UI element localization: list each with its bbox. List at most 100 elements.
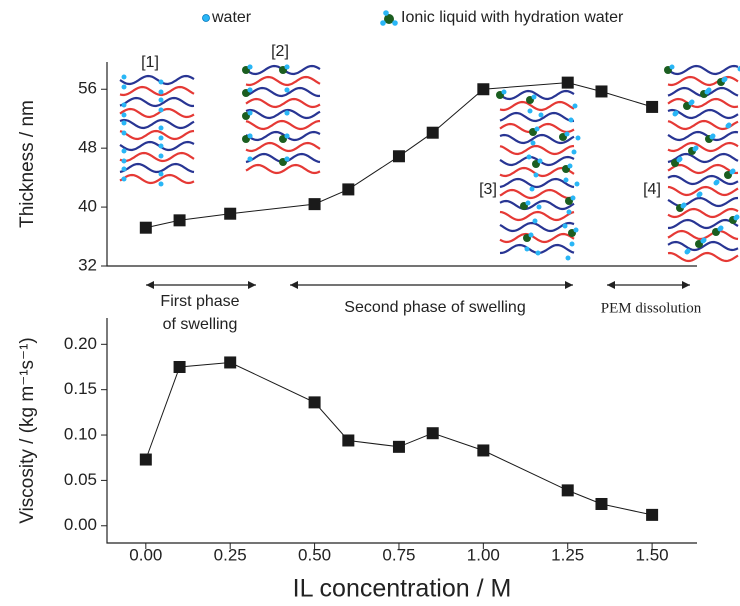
decor-water: [696, 192, 702, 198]
marker: [646, 508, 659, 521]
decor-water: [717, 226, 723, 232]
y-tick-label: 48: [78, 138, 97, 157]
decor-chain: [245, 130, 321, 142]
decor-chain: [499, 199, 575, 211]
decor-chain: [245, 108, 321, 120]
x-tick-label: 0.25: [214, 545, 247, 564]
y-tick-label: 0.00: [64, 515, 97, 534]
decor-water: [121, 74, 127, 80]
decor-water: [247, 156, 253, 162]
decor-chain: [245, 141, 321, 153]
decor-water: [562, 223, 568, 229]
decor-water: [121, 158, 127, 164]
decor-chain: [667, 141, 739, 153]
decor-water: [725, 123, 731, 129]
y-axis-label: Viscosity / (kg m⁻¹s⁻¹): [17, 337, 38, 524]
decor-water: [713, 180, 719, 186]
decor-chain: [667, 185, 739, 197]
decor-water: [121, 130, 127, 136]
axis-line: [106, 62, 697, 267]
decor-water: [565, 255, 571, 261]
decor-chain: [119, 118, 195, 130]
decor-chain: [119, 85, 195, 97]
decor-chain: [245, 163, 321, 175]
decor-water: [121, 84, 127, 90]
decor-water: [247, 133, 253, 139]
marker: [139, 221, 152, 234]
decor-water: [573, 227, 579, 233]
decor-chain: [119, 107, 195, 119]
marker: [342, 183, 355, 196]
decor-water: [569, 241, 575, 247]
decor-water: [684, 249, 690, 255]
y-tick-label: 32: [78, 255, 97, 274]
decor-water: [572, 103, 578, 109]
marker: [595, 497, 608, 510]
decor-structures: [119, 64, 740, 263]
marker: [139, 453, 152, 466]
decor-chain: [499, 133, 575, 145]
marker: [173, 214, 186, 227]
decor-chain: [667, 207, 739, 219]
decor-water: [688, 100, 694, 106]
marker: [646, 100, 659, 113]
decor-water: [721, 77, 727, 83]
marker: [477, 444, 490, 457]
decor-water: [247, 110, 253, 116]
decor-water: [568, 117, 574, 123]
x-tick-label: 1.25: [551, 545, 584, 564]
marker: [392, 150, 405, 163]
decor-chain: [245, 86, 321, 98]
structure-label: [2]: [271, 43, 289, 60]
axis-line: [106, 318, 697, 544]
decor-water: [680, 203, 686, 209]
decor-chain: [499, 155, 575, 167]
marker: [224, 207, 237, 220]
decor-water: [531, 94, 537, 100]
phase-label: First phase: [160, 293, 239, 310]
decor-water: [563, 177, 569, 183]
marker: [224, 356, 237, 369]
decor-chain: [667, 240, 739, 252]
decor-chain: [499, 232, 575, 244]
marker: [173, 360, 186, 373]
decor-chain: [667, 97, 739, 109]
decor-chain: [499, 89, 575, 101]
decor-water: [158, 181, 164, 187]
decor-water: [158, 153, 164, 159]
legend-water-icon: [202, 14, 210, 22]
decor-chain: [245, 119, 321, 131]
marker: [595, 85, 608, 98]
legend-label: water: [211, 9, 252, 26]
decor-water: [527, 108, 533, 114]
y-tick-label: 0.20: [64, 334, 97, 353]
decor-chain: [667, 174, 739, 186]
decor-chain: [499, 210, 575, 222]
x-tick-label: 0.50: [298, 545, 331, 564]
y-tick-label: 56: [78, 79, 97, 98]
decor-water: [158, 143, 164, 149]
decor-water: [528, 232, 534, 238]
decor-chain: [119, 162, 195, 174]
decor-chain: [119, 151, 195, 163]
decor-chain: [667, 119, 739, 131]
decor-water: [700, 238, 706, 244]
marker: [392, 440, 405, 453]
decor-chain: [119, 74, 195, 86]
decor-water: [530, 140, 536, 146]
decor-chain: [667, 64, 739, 76]
decor-chain: [119, 173, 195, 185]
decor-water: [158, 107, 164, 113]
decor-water: [704, 89, 710, 95]
decor-water: [574, 181, 580, 187]
decor-water: [158, 125, 164, 131]
y-tick-label: 0.10: [64, 425, 97, 444]
decor-water: [247, 87, 253, 93]
decor-chain: [499, 221, 575, 233]
marker: [426, 427, 439, 440]
decor-water: [158, 171, 164, 177]
decor-water: [526, 154, 532, 160]
decor-water: [121, 120, 127, 126]
decor-water: [692, 146, 698, 152]
